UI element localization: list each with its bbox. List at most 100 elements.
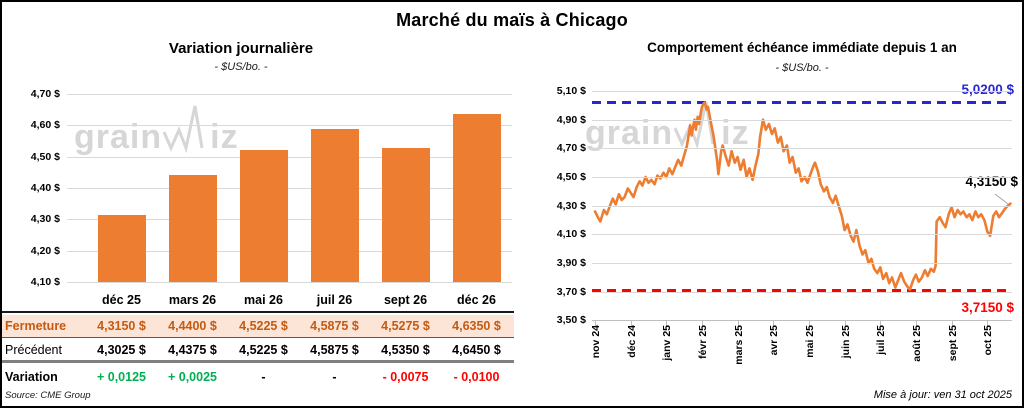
table-row-label: Fermeture [5,319,67,333]
table-row-label: Précédent [5,342,62,357]
table-cell: 4,5225 $ [239,319,288,333]
line-chart-x-tick [701,321,703,327]
line-chart-y-tick-label: 4,30 $ [556,199,586,212]
table-row-label: Variation [5,370,58,384]
line-chart-x-tick [666,321,668,327]
source-note: Source: CME Group [5,390,91,401]
line-chart-y-tick-label: 4,50 $ [556,171,586,184]
table-cell: 4,3025 $ [97,342,146,357]
high-reference-label: 5,0200 $ [961,82,1014,97]
table-column-header: sept 26 [383,292,428,307]
bar-chart-y-tick-label: 4,30 $ [30,213,60,226]
table-column-header: déc 25 [102,292,141,307]
low-reference-line [592,289,1012,292]
bar-chart-title: Variation journalière [168,40,314,57]
table-cell: + 0,0025 [167,370,217,384]
line-chart-subtitle: - $US/bo. - [775,62,829,74]
table-column-header: déc 26 [457,292,496,307]
price-series-line [593,101,1012,291]
bar-chart-y-tick-label: 4,10 $ [30,276,60,288]
line-chart-y-tick-label: 4,70 $ [556,142,586,155]
line-chart-x-tick [915,321,917,327]
bar-chart-y-tick-label: 4,40 $ [30,182,60,194]
line-chart-x-tick [595,321,596,327]
line-chart-gridline [592,263,1012,265]
line-chart-x-tick-label: nov 24 [590,325,602,359]
bar-sept-26 [381,148,430,282]
bar-chart-gridline [67,250,512,252]
line-chart-x-tick-label: janv 25 [661,325,674,361]
line-chart-x-tick-label: sept 25 [946,325,959,362]
table-cell: - 0,0075 [382,370,429,384]
table-column-header: mai 26 [244,292,283,307]
low-reference-label: 3,7150 $ [961,300,1014,315]
table-cell: 4,5875 $ [310,342,359,357]
page-title: Marché du maïs à Chicago [396,10,628,30]
line-chart-y-tick-label: 3,70 $ [556,285,586,298]
line-chart-x-tick-label: août 25 [910,325,923,362]
bar-mai-26 [239,149,288,282]
line-chart-x-tick-label: mai 25 [803,325,816,358]
table-cell: 4,5225 $ [239,342,288,357]
table-row-precedent: Précédent 4,3025 $ 4,4375 $ 4,5225 $ 4,5875… [2,339,514,363]
line-chart-y-tick-label: 5,10 $ [556,85,586,97]
bar-chart-gridline [67,94,512,95]
line-chart-x-tick-label: juil 25 [875,325,888,355]
table-cell: 4,5350 $ [381,342,430,357]
line-chart-y-tick-label: 4,10 $ [556,228,586,241]
bar-chart-gridline [67,219,512,221]
table-cell: - [332,370,337,384]
line-chart-gridline [592,119,1012,121]
bar-chart-y-tick-label: 4,20 $ [30,244,60,257]
bar-chart-gridline [67,125,512,127]
table-cell: + 0,0125 [96,370,146,384]
table-cell: 4,3150 $ [97,319,146,333]
line-chart-x-tick-label: mars 25 [732,325,745,365]
bar-mars-26 [168,175,217,282]
table-header-row: déc 25 mars 26 mai 26 juil 26 sept 26 déc 26 [2,288,514,313]
line-chart-x-tick [630,321,632,327]
line-chart-y-tick-label: 4,90 $ [556,113,586,126]
line-chart-x-tick-label: déc 24 [625,325,638,358]
line-chart-x-axis [592,320,1012,322]
table-cell: 4,4400 $ [168,319,217,333]
high-reference-line [592,101,1012,104]
update-note: Mise à jour: ven 31 oct 2025 [873,389,1012,401]
line-chart-y-tick-label: 3,50 $ [556,314,586,327]
line-chart-x-tick [951,321,953,327]
line-chart-y-tick-label: 3,90 $ [556,257,586,270]
line-chart-gridline [592,148,1012,150]
label-leader-line [994,193,1009,205]
line-chart-x-tick-label: oct 25 [982,325,995,356]
bar-chart-y-tick-label: 4,50 $ [30,150,60,163]
table-cell: - [261,370,266,384]
line-chart-gridline [592,91,1012,92]
bar-chart-gridline [67,188,512,189]
line-chart-x-tick [808,321,810,327]
line-chart-gridline [592,177,1012,179]
bar-déc-26 [452,114,501,282]
bar-juil-26 [310,129,359,282]
table-row-fermeture: Fermeture 4,3150 $ 4,4400 $ 4,5225 $ 4,5875… [2,315,514,338]
bar-déc-25 [97,214,146,282]
line-chart-x-tick-label: févr 25 [696,325,709,359]
line-chart-title: Comportement échéance immédiate depuis 1… [647,40,957,55]
line-chart-x-tick [737,321,739,327]
line-chart-x-tick [880,321,882,327]
line-chart-x-tick [844,321,846,327]
line-chart-x-tick-label: avr 25 [768,325,781,356]
bar-chart-subtitle: - $US/bo. - [214,61,268,73]
bar-chart-gridline [67,156,512,158]
table-cell: 4,4375 $ [168,342,217,357]
table-row-variation: Variation + 0,0125 + 0,0025 - - - 0,0075 - 0,… [2,366,514,388]
bar-chart-gridline [67,282,512,283]
table-cell: - 0,0100 [453,370,500,384]
line-chart-gridline [592,291,1012,293]
bar-chart-y-tick-label: 4,60 $ [30,119,60,132]
table-cell: 4,5275 $ [381,319,430,333]
table-column-header: juil 26 [316,292,353,307]
line-chart-gridline [592,205,1012,207]
line-chart-x-tick [773,321,775,327]
